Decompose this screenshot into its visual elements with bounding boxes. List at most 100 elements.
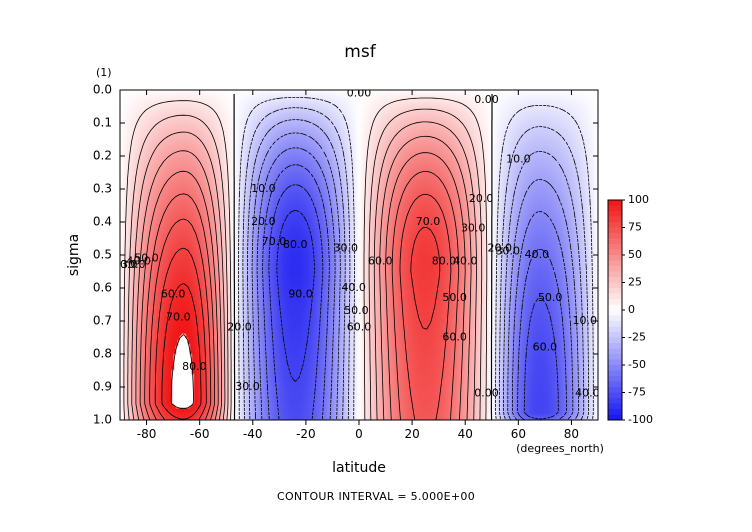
contour-label: 60.0 bbox=[347, 321, 372, 334]
contour-label: 50.0 bbox=[344, 304, 369, 317]
y-tick-label: 1.0 bbox=[93, 413, 112, 427]
contour-level bbox=[135, 135, 472, 420]
contour-label: 40.0 bbox=[126, 255, 151, 268]
colorbar-swatch bbox=[608, 321, 622, 327]
contour-label: 90.0 bbox=[288, 288, 313, 301]
colorbar-tick-label: -75 bbox=[628, 386, 646, 399]
contour-level bbox=[262, 164, 567, 420]
colorbar-tick-label: 75 bbox=[628, 221, 642, 234]
x-tick-label: 0 bbox=[355, 427, 363, 441]
contour-level bbox=[161, 283, 202, 420]
colorbar-swatch bbox=[608, 365, 622, 371]
x-axis-units: (degrees_north) bbox=[516, 442, 604, 455]
contour-interval-note: CONTOUR INTERVAL = 5.000E+00 bbox=[276, 490, 476, 503]
colorbar-swatch bbox=[608, 288, 622, 294]
x-axis-label: latitude bbox=[332, 460, 386, 476]
colorbar-swatch bbox=[608, 376, 622, 382]
y-tick-label: 0.8 bbox=[93, 347, 112, 361]
contour-lines bbox=[123, 94, 594, 420]
colorbar-swatch bbox=[608, 348, 622, 355]
contour-level bbox=[247, 119, 585, 420]
colorbar: 100 75 50 25 0 -25 -50 -75 -100 bbox=[607, 193, 653, 426]
colorbar-swatch bbox=[608, 392, 622, 399]
colorbar-swatch bbox=[608, 244, 622, 250]
x-tick-label: 60 bbox=[511, 427, 526, 441]
plot-area: 0.000.0010.030.040.050.060.070.080.020.0… bbox=[113, 90, 600, 420]
colorbar-swatch bbox=[608, 227, 622, 234]
x-tick-label: -60 bbox=[190, 427, 210, 441]
contour-label: 70.0 bbox=[262, 235, 287, 248]
contour-label: 0.00 bbox=[474, 387, 499, 400]
contour-level bbox=[131, 121, 477, 420]
contour-label: 60.0 bbox=[533, 340, 558, 353]
colorbar-swatch bbox=[608, 211, 622, 217]
contour-label: 70.0 bbox=[416, 215, 441, 228]
x-tick-label: 80 bbox=[564, 427, 579, 441]
colorbar-swatch bbox=[608, 304, 622, 311]
y-tick-label: 0.0 bbox=[93, 83, 112, 97]
colorbar-swatch bbox=[608, 310, 622, 316]
colorbar-swatch bbox=[608, 354, 622, 360]
contour-label: 10.0 bbox=[113, 258, 138, 271]
contour-label: 60.0 bbox=[161, 288, 186, 301]
colorbar-swatch bbox=[608, 398, 622, 404]
contour-level bbox=[154, 226, 441, 420]
colorbar-swatch bbox=[608, 359, 622, 366]
contour-label: 60.0 bbox=[368, 255, 393, 268]
colorbar-swatch bbox=[608, 255, 622, 261]
contour-level bbox=[238, 97, 594, 420]
chart-subtitle: (1) bbox=[96, 66, 112, 79]
contour-label: 10.0 bbox=[251, 182, 276, 195]
contour-level bbox=[144, 171, 460, 420]
contour-level bbox=[276, 209, 315, 382]
colorbar-tick-label: 0 bbox=[628, 303, 635, 316]
contour-label: 80.0 bbox=[283, 238, 308, 251]
contour-label: 30.0 bbox=[333, 241, 358, 254]
contour-label: 40.0 bbox=[341, 281, 366, 294]
colorbar-tick-label: -50 bbox=[628, 358, 646, 371]
colorbar-swatch bbox=[608, 271, 622, 278]
x-axis: -80 -60 -40 -20 0 20 40 60 80 bbox=[137, 90, 579, 441]
colorbar-tick-label: 100 bbox=[628, 193, 649, 206]
chart-title: msf bbox=[344, 42, 376, 62]
contour-level bbox=[139, 152, 466, 420]
colorbar-swatch bbox=[608, 370, 622, 377]
contour-level bbox=[251, 132, 579, 420]
contour-label: 20.0 bbox=[251, 215, 276, 228]
colorbar-swatch bbox=[608, 233, 622, 239]
contour-level bbox=[149, 193, 452, 420]
colorbar-swatch bbox=[608, 222, 622, 228]
contour-level bbox=[242, 107, 589, 420]
contour-level bbox=[233, 94, 493, 420]
colorbar-swatch bbox=[608, 266, 622, 272]
contour-label: 30.0 bbox=[495, 245, 520, 258]
contour-label: 40.0 bbox=[575, 387, 600, 400]
y-tick-label: 0.1 bbox=[93, 116, 112, 130]
contour-label: 10.0 bbox=[506, 152, 531, 165]
y-tick-label: 0.5 bbox=[93, 248, 112, 262]
colorbar-swatch bbox=[608, 403, 622, 410]
colorbar-swatch bbox=[608, 381, 622, 388]
colorbar-tick-label: 25 bbox=[628, 276, 642, 289]
contour-label: 0.00 bbox=[474, 93, 499, 106]
colorbar-swatch bbox=[608, 387, 622, 393]
colorbar-swatch bbox=[608, 277, 622, 283]
contour-label: 30.0 bbox=[121, 258, 146, 271]
contour-label: 60.0 bbox=[442, 331, 467, 344]
y-tick-label: 0.9 bbox=[93, 380, 112, 394]
colorbar-swatch bbox=[608, 409, 622, 415]
colorbar-tick-label: 50 bbox=[628, 248, 642, 261]
y-tick-label: 0.7 bbox=[93, 314, 112, 328]
x-tick-label: -80 bbox=[137, 427, 157, 441]
colorbar-swatch bbox=[608, 249, 622, 256]
x-tick-label: 20 bbox=[404, 427, 419, 441]
contour-level bbox=[123, 97, 488, 420]
contour-level bbox=[268, 184, 559, 420]
colorbar-swatch bbox=[608, 205, 622, 212]
contour-label: 50.0 bbox=[134, 251, 159, 264]
y-tick-label: 0.6 bbox=[93, 281, 112, 295]
y-tick-label: 0.2 bbox=[93, 149, 112, 163]
contour-label: 50.0 bbox=[538, 291, 563, 304]
contour-label: 80.0 bbox=[432, 255, 457, 268]
